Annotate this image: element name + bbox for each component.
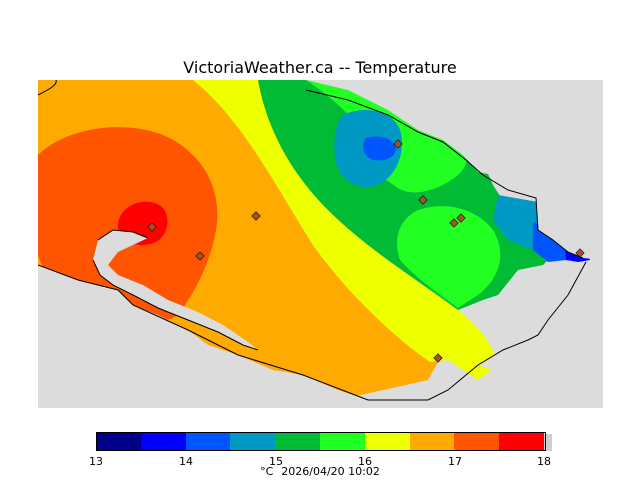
footer: °C 2026/04/20 10:02 [0,465,640,478]
band-blue [363,136,396,161]
stations [147,139,585,363]
map-canvas [38,80,603,408]
colorbar-segment [275,432,321,451]
coast-mask-south [38,265,478,408]
colorbar-segment [320,432,366,451]
temperature-map [38,80,603,408]
colorbar-tick-16: 16 [358,455,372,468]
band-teal-east [493,195,543,250]
band-15-16 [193,80,498,380]
station-marker [147,222,157,232]
band-lightgreen-east [397,206,501,308]
station-marker [449,218,459,228]
colorbar-segment [409,432,455,451]
coastline-inlet [92,229,259,351]
chart-title: VictoriaWeather.ca -- Temperature [183,58,457,77]
station-marker [251,211,261,221]
station-marker [195,251,205,261]
colorbar-segment [454,432,500,451]
colorbar-segment [96,432,142,451]
colorbar-tick-17: 17 [448,455,462,468]
colorbar-segment [364,432,411,451]
coast-mask-north [306,80,603,260]
colorbar-tick-14: 14 [179,455,193,468]
inlet-mask [93,230,258,350]
coastline-east [477,261,587,366]
coastline-corner [38,80,57,96]
station-marker [418,195,428,205]
coastline-south [38,264,479,401]
station-marker [393,139,403,149]
colorbar-segment [185,432,231,451]
coastlines [38,80,587,401]
unit-label: °C [260,465,274,478]
colorbar-tick-18: 18 [537,455,551,468]
colorbar [96,432,552,451]
colorbar-frame [96,432,546,451]
coastline-north [305,89,584,259]
colorbar-tick-13: 13 [89,455,103,468]
colorbar-segment [499,432,545,451]
coast-mask-east [478,260,603,408]
timestamp: 2026/04/20 10:02 [281,465,380,478]
colorbar-tick-15: 15 [269,455,283,468]
station-marker [456,213,466,223]
station-marker [575,248,585,258]
station-marker [433,353,443,363]
colorbar-shadow [544,434,552,451]
colorbar-segment [230,432,276,451]
colorbar-segment [140,432,187,451]
